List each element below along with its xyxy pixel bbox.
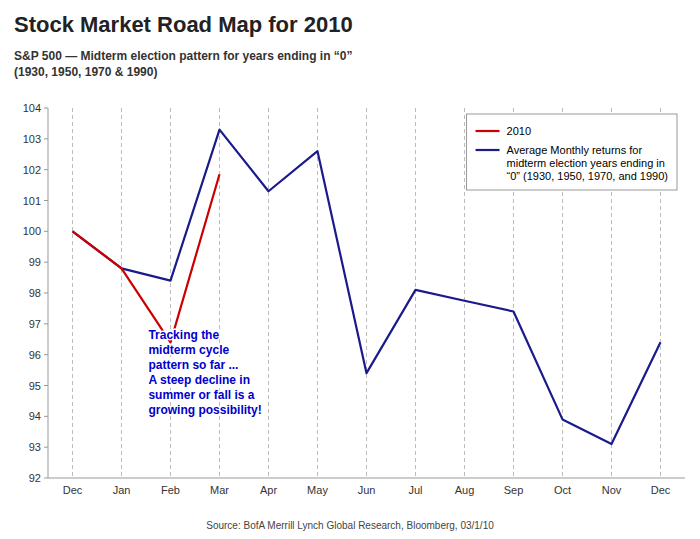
y-tick <box>44 385 48 386</box>
grid-line <box>170 108 171 478</box>
grid-line <box>121 108 122 478</box>
y-tick-label: 94 <box>29 410 41 422</box>
y-tick-label: 98 <box>29 287 41 299</box>
legend-swatch <box>476 130 500 132</box>
x-tick-label: Aug <box>455 484 475 496</box>
legend-swatch <box>476 149 500 151</box>
y-tick-label: 104 <box>23 102 41 114</box>
y-tick <box>44 231 48 232</box>
x-tick-label: Dec <box>63 484 83 496</box>
y-tick <box>44 478 48 479</box>
y-tick-label: 99 <box>29 256 41 268</box>
grid-line <box>219 108 220 478</box>
y-tick-label: 93 <box>29 441 41 453</box>
source: Source: BofA Merrill Lynch Global Resear… <box>206 520 494 531</box>
x-tick-label: Oct <box>554 484 571 496</box>
y-tick-label: 101 <box>23 195 41 207</box>
y-tick <box>44 262 48 263</box>
x-tick-label: May <box>307 484 328 496</box>
x-tick-label: Mar <box>210 484 229 496</box>
grid-line <box>268 108 269 478</box>
y-tick <box>44 108 48 109</box>
y-tick-label: 103 <box>23 133 41 145</box>
y-tick-label: 95 <box>29 380 41 392</box>
y-tick-label: 92 <box>29 472 41 484</box>
x-tick-label: Dec <box>651 484 671 496</box>
x-tick-label: Sep <box>504 484 524 496</box>
grid-line <box>464 108 465 478</box>
y-tick <box>44 169 48 170</box>
x-tick-label: Jan <box>113 484 131 496</box>
y-tick-label: 100 <box>23 225 41 237</box>
x-tick-label: Nov <box>602 484 622 496</box>
y-tick-label: 102 <box>23 164 41 176</box>
y-tick <box>44 354 48 355</box>
chart: Stock Market Road Map for 2010 S&P 500 — … <box>0 0 700 539</box>
x-tick-label: Apr <box>260 484 277 496</box>
series-line <box>73 174 220 342</box>
annotation: Tracking themidterm cyclepattern so far … <box>148 328 261 417</box>
x-axis <box>48 478 685 479</box>
legend: 2010 Average Monthly returns formidterm e… <box>467 114 677 190</box>
x-tick-label: Jun <box>358 484 376 496</box>
grid-line <box>366 108 367 478</box>
grid-line <box>415 108 416 478</box>
title: Stock Market Road Map for 2010 <box>14 12 353 37</box>
grid-line <box>72 108 73 478</box>
legend-label: 2010 <box>507 125 531 137</box>
x-tick-label: Feb <box>161 484 180 496</box>
y-tick <box>44 293 48 294</box>
grid-line <box>317 108 318 478</box>
x-tick-label: Jul <box>408 484 422 496</box>
y-tick <box>44 323 48 324</box>
y-tick <box>44 200 48 201</box>
y-tick <box>44 447 48 448</box>
y-tick-label: 97 <box>29 318 41 330</box>
y-tick <box>44 138 48 139</box>
subtitle: S&P 500 — Midterm election pattern for y… <box>14 49 353 79</box>
y-tick-label: 96 <box>29 349 41 361</box>
y-tick <box>44 416 48 417</box>
legend-label: Average Monthly returns formidterm elect… <box>507 144 668 182</box>
